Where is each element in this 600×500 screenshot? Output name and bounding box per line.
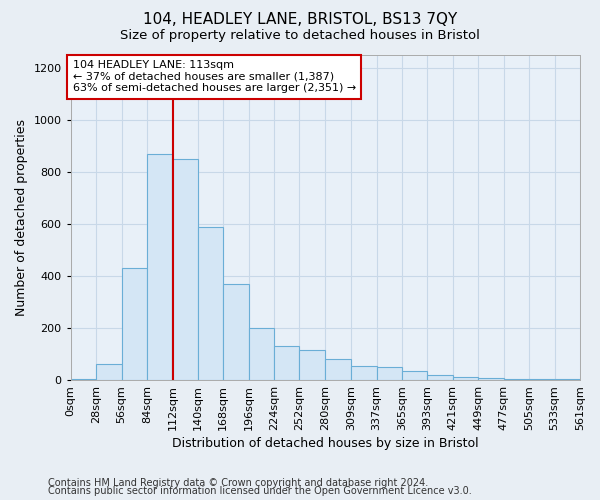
Bar <box>478 378 504 380</box>
Text: 104 HEADLEY LANE: 113sqm
← 37% of detached houses are smaller (1,387)
63% of sem: 104 HEADLEY LANE: 113sqm ← 37% of detach… <box>73 60 356 94</box>
Bar <box>122 268 147 380</box>
Bar <box>274 346 299 380</box>
Bar <box>554 379 580 380</box>
Bar <box>299 350 325 380</box>
Bar <box>172 159 198 380</box>
Bar <box>147 154 172 380</box>
Bar <box>377 367 402 380</box>
Text: Contains HM Land Registry data © Crown copyright and database right 2024.: Contains HM Land Registry data © Crown c… <box>48 478 428 488</box>
Bar <box>402 371 427 380</box>
Y-axis label: Number of detached properties: Number of detached properties <box>15 119 28 316</box>
Bar <box>325 360 351 380</box>
Bar <box>223 284 248 380</box>
Bar <box>248 328 274 380</box>
Bar <box>351 366 377 380</box>
X-axis label: Distribution of detached houses by size in Bristol: Distribution of detached houses by size … <box>172 437 479 450</box>
Bar <box>453 378 478 380</box>
Text: Size of property relative to detached houses in Bristol: Size of property relative to detached ho… <box>120 29 480 42</box>
Bar <box>504 379 529 380</box>
Text: 104, HEADLEY LANE, BRISTOL, BS13 7QY: 104, HEADLEY LANE, BRISTOL, BS13 7QY <box>143 12 457 28</box>
Bar <box>71 379 96 380</box>
Bar <box>427 375 453 380</box>
Bar <box>198 226 223 380</box>
Text: Contains public sector information licensed under the Open Government Licence v3: Contains public sector information licen… <box>48 486 472 496</box>
Bar <box>96 364 122 380</box>
